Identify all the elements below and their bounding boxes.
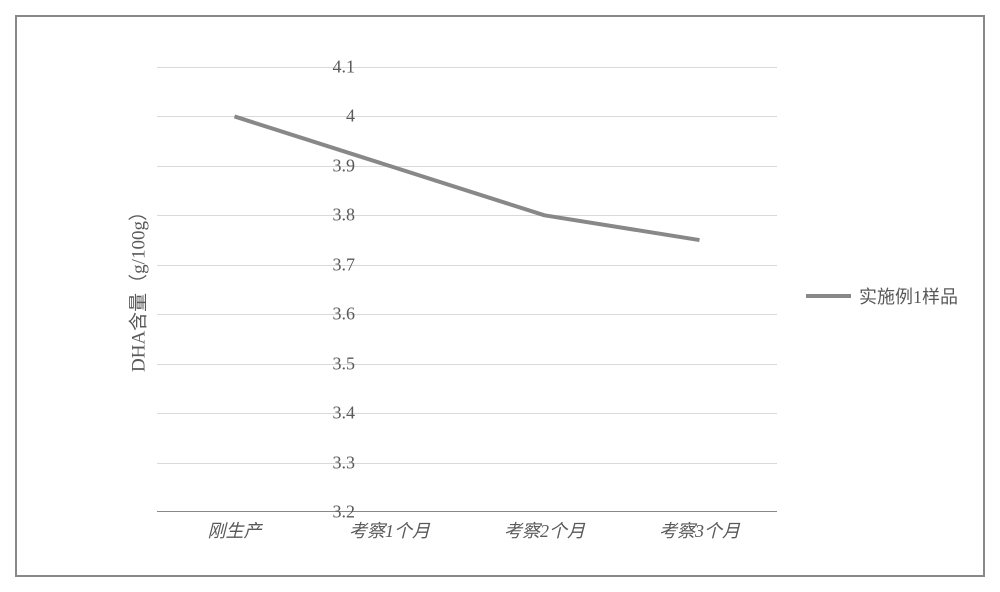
x-tick-label: 考察1个月 [349, 517, 430, 543]
y-tick-label: 4 [305, 106, 355, 127]
y-tick-label: 3.4 [305, 403, 355, 424]
legend-swatch [806, 294, 851, 298]
legend: 实施例1样品 [806, 283, 958, 309]
y-tick-label: 3.2 [305, 502, 355, 523]
y-tick-label: 3.6 [305, 304, 355, 325]
y-tick-label: 3.8 [305, 205, 355, 226]
x-axis-line [157, 511, 777, 512]
y-tick-label: 3.3 [305, 452, 355, 473]
x-tick-label: 考察3个月 [659, 517, 740, 543]
y-tick-label: 3.7 [305, 254, 355, 275]
plot-area [157, 67, 777, 512]
x-tick-label: 考察2个月 [504, 517, 585, 543]
y-tick-label: 4.1 [305, 57, 355, 78]
y-tick-label: 3.9 [305, 155, 355, 176]
y-axis-title: DHA含量（g/100g） [123, 202, 150, 372]
legend-label: 实施例1样品 [859, 283, 958, 309]
y-tick-label: 3.5 [305, 353, 355, 374]
x-tick-label: 刚生产 [208, 517, 262, 543]
chart-outer-border: DHA含量（g/100g） 3.2 3.3 3.4 3.5 3.6 3.7 3.8 3.9 4 4… [15, 15, 985, 577]
chart-line-svg [157, 67, 777, 512]
